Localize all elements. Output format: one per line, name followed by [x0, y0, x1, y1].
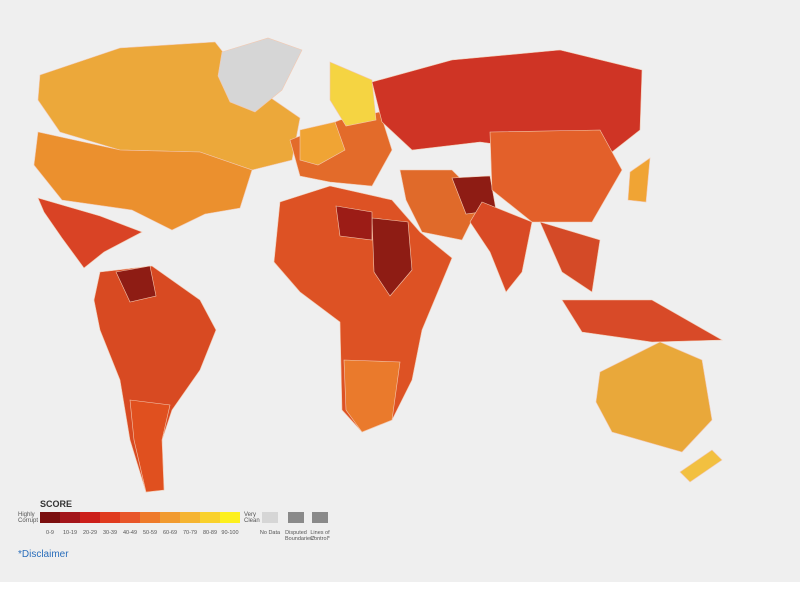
legend-title: SCORE: [40, 499, 73, 509]
legend-bin-label: 40-49: [122, 530, 138, 536]
usa: [33, 131, 253, 231]
legend: SCORE Highly Corrupt Very Clean 0-9 10-19…: [0, 495, 800, 555]
legend-other-label: No Data: [259, 530, 281, 536]
legend-bin-label: 60-69: [162, 530, 178, 536]
scandinavia: [329, 61, 377, 127]
legend-other-swatch: [312, 512, 328, 523]
disclaimer-link[interactable]: *Disclaimer: [18, 549, 69, 560]
legend-swatch: [100, 512, 120, 523]
india: [469, 201, 533, 293]
china: [489, 129, 623, 223]
libya: [335, 205, 373, 241]
legend-other-swatch: [288, 512, 304, 523]
australia: [595, 341, 713, 453]
argentina: [129, 399, 171, 493]
southern-africa: [343, 359, 401, 433]
legend-bin-label: 30-39: [102, 530, 118, 536]
legend-swatch: [180, 512, 200, 523]
legend-bin-label: 10-19: [62, 530, 78, 536]
legend-high-label: Very Clean: [244, 512, 260, 524]
legend-swatch: [40, 512, 60, 523]
legend-swatch: [220, 512, 240, 523]
legend-swatch: [200, 512, 220, 523]
legend-swatch: [80, 512, 100, 523]
world-map: [33, 37, 724, 493]
greenland: [217, 37, 303, 113]
legend-swatch: [140, 512, 160, 523]
legend-bin-label: 70-79: [182, 530, 198, 536]
venezuela: [115, 265, 157, 303]
indonesia: [561, 299, 724, 343]
legend-other-label: Lines of Control*: [310, 530, 330, 542]
legend-bin-label: 80-89: [202, 530, 218, 536]
legend-other-swatch: [262, 512, 278, 523]
legend-other-label: Disputed Boundaries*: [285, 530, 315, 542]
legend-bin-label: 50-59: [142, 530, 158, 536]
central-america: [37, 197, 143, 269]
legend-bin-label: 90-100: [221, 530, 239, 536]
japan: [627, 157, 651, 203]
western-europe: [299, 121, 346, 166]
legend-swatch: [160, 512, 180, 523]
new-zealand: [679, 449, 723, 483]
legend-bin-label: 20-29: [82, 530, 98, 536]
legend-bin-label: 0-9: [46, 530, 54, 536]
legend-swatch: [120, 512, 140, 523]
se-asia: [539, 221, 601, 293]
legend-swatch: [60, 512, 80, 523]
legend-low-label: Highly Corrupt: [18, 512, 39, 524]
footer: [0, 582, 800, 600]
sudan: [371, 217, 413, 297]
